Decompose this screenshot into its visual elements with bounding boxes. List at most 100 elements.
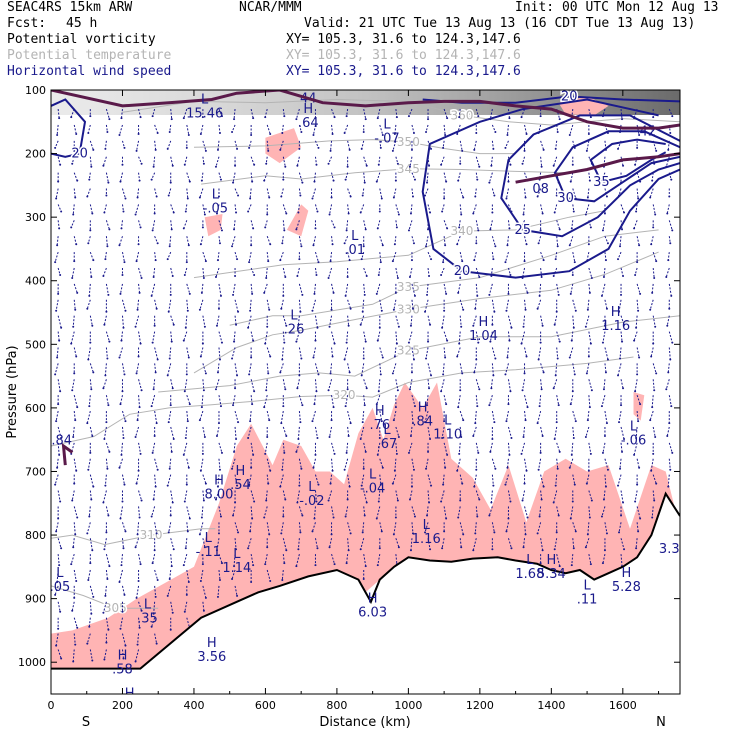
wind-vector bbox=[248, 474, 252, 485]
wind-vector bbox=[443, 347, 446, 358]
wind-vector-head bbox=[102, 164, 105, 167]
wind-vector-head bbox=[267, 372, 270, 375]
wind-vector bbox=[250, 283, 253, 294]
wind-vector-head bbox=[472, 324, 475, 327]
wind-vector-head bbox=[651, 179, 654, 182]
wind-vector bbox=[556, 283, 560, 296]
wind-vector-head bbox=[220, 562, 223, 565]
wind-vector-head bbox=[216, 148, 219, 151]
wind-vector-head bbox=[523, 260, 526, 263]
wind-vector bbox=[588, 379, 593, 391]
wind-vector bbox=[202, 490, 205, 501]
wind-vector-head bbox=[58, 339, 61, 342]
wind-vector-head bbox=[443, 197, 446, 200]
wind-vector bbox=[298, 236, 302, 247]
wind-vector-head bbox=[313, 180, 316, 183]
wind-vector bbox=[585, 538, 590, 548]
wind-speed-contour bbox=[589, 138, 667, 184]
wind-vector-head bbox=[523, 482, 526, 485]
wind-vector bbox=[282, 554, 285, 564]
wind-vector-head bbox=[90, 612, 93, 615]
wind-vector-head bbox=[671, 451, 674, 454]
wind-vector-head bbox=[635, 547, 638, 550]
wind-vector bbox=[89, 474, 94, 487]
wind-vector-head bbox=[91, 659, 94, 662]
wind-vector-head bbox=[670, 294, 673, 297]
wind-vector bbox=[506, 458, 509, 468]
wind-vector-head bbox=[601, 341, 604, 344]
wind-vector-head bbox=[123, 261, 126, 264]
wind-vector-head bbox=[169, 628, 172, 631]
pv-extremum-type: H bbox=[479, 315, 489, 330]
wind-vector bbox=[297, 426, 300, 440]
wind-vector bbox=[378, 490, 381, 502]
wind-vector bbox=[298, 124, 302, 133]
pv-extremum-type: H bbox=[118, 649, 128, 664]
wind-vector-head bbox=[459, 162, 462, 165]
wind-vector bbox=[507, 331, 510, 341]
wind-vector-head bbox=[103, 437, 106, 440]
wind-vector-head bbox=[590, 389, 593, 392]
wind-vector-head bbox=[182, 564, 185, 567]
wind-vector bbox=[491, 363, 494, 376]
wind-vector-head bbox=[475, 358, 478, 361]
wind-vector-head bbox=[236, 374, 239, 377]
wind-vector bbox=[363, 267, 368, 277]
wind-vector-head bbox=[668, 307, 671, 310]
wind-vector bbox=[443, 220, 448, 229]
wind-vector-head bbox=[494, 245, 497, 248]
wind-vector bbox=[104, 474, 107, 486]
wind-vector bbox=[572, 252, 576, 263]
y-tick-label: 300 bbox=[25, 211, 46, 224]
wind-vector-head bbox=[478, 388, 481, 391]
wind-vector bbox=[457, 283, 461, 294]
wind-vector-head bbox=[187, 244, 190, 247]
wind-vector-head bbox=[506, 356, 509, 359]
wind-vector-head bbox=[90, 165, 93, 168]
wind-vector bbox=[86, 633, 91, 644]
wind-vector-head bbox=[376, 453, 379, 456]
wind-vector-head bbox=[601, 229, 604, 232]
wind-vector-head bbox=[442, 373, 445, 376]
wind-vector bbox=[120, 442, 123, 455]
wind-vector bbox=[232, 172, 236, 183]
wind-vector bbox=[427, 267, 430, 277]
wind-vector bbox=[585, 315, 590, 327]
wind-vector-head bbox=[297, 211, 300, 214]
wind-vector bbox=[153, 267, 156, 278]
wind-vector-head bbox=[75, 132, 78, 135]
wind-vector-head bbox=[380, 530, 383, 533]
wind-contour-label: 20 bbox=[71, 147, 88, 162]
wind-vector bbox=[523, 426, 526, 438]
wind-vector bbox=[474, 522, 477, 534]
wind-vector-head bbox=[171, 501, 174, 504]
wind-vector bbox=[636, 458, 640, 468]
wind-vector-head bbox=[151, 451, 154, 454]
wind-vector-head bbox=[488, 293, 491, 296]
wind-vector-head bbox=[444, 244, 447, 247]
wind-vector-head bbox=[569, 292, 572, 295]
wind-vector-head bbox=[456, 132, 459, 135]
wind-vector-head bbox=[70, 452, 73, 455]
wind-vector-head bbox=[349, 195, 352, 198]
wind-vector-head bbox=[568, 133, 571, 136]
wind-vector-head bbox=[459, 389, 462, 392]
wind-vector bbox=[652, 363, 657, 374]
wind-vector bbox=[473, 363, 477, 373]
wind-vector bbox=[199, 299, 204, 310]
pv-extremum-type: H bbox=[611, 305, 621, 320]
wind-vector-head bbox=[446, 227, 449, 230]
wind-vector bbox=[651, 283, 654, 293]
wind-vector-head bbox=[311, 420, 314, 423]
wind-vector-head bbox=[92, 371, 95, 374]
wind-vector bbox=[311, 299, 316, 311]
wind-vector-head bbox=[253, 163, 256, 166]
wind-vector-head bbox=[442, 146, 445, 149]
wind-vector-head bbox=[327, 277, 330, 280]
wind-vector bbox=[331, 442, 336, 454]
wind-vector-head bbox=[429, 323, 432, 326]
wind-vector bbox=[427, 251, 432, 260]
wind-vector-head bbox=[185, 373, 188, 376]
wind-vector bbox=[215, 156, 220, 167]
wind-vector-head bbox=[328, 546, 331, 549]
